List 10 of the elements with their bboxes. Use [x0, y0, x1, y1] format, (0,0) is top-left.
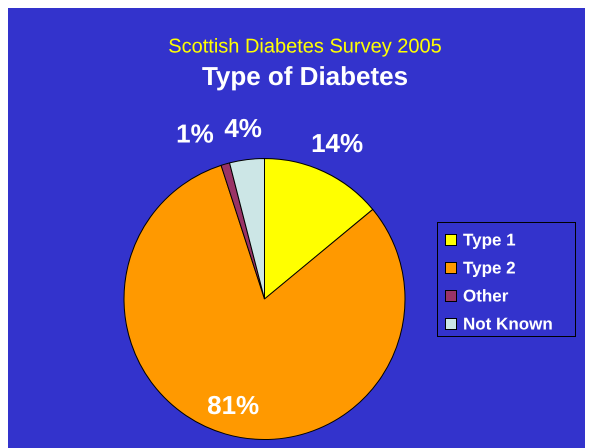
- legend-label: Type 2: [463, 258, 516, 278]
- data-label: 14%: [311, 128, 364, 158]
- data-label: 1%: [176, 118, 214, 148]
- chart-title: Type of Diabetes: [202, 61, 408, 92]
- chart-subtitle: Scottish Diabetes Survey 2005: [168, 36, 442, 58]
- data-label: 4%: [224, 113, 262, 144]
- legend-label: Not Known: [463, 314, 553, 334]
- legend-label: Type 1: [463, 230, 516, 250]
- data-label: 81%: [207, 390, 260, 420]
- legend-label: Other: [463, 286, 509, 306]
